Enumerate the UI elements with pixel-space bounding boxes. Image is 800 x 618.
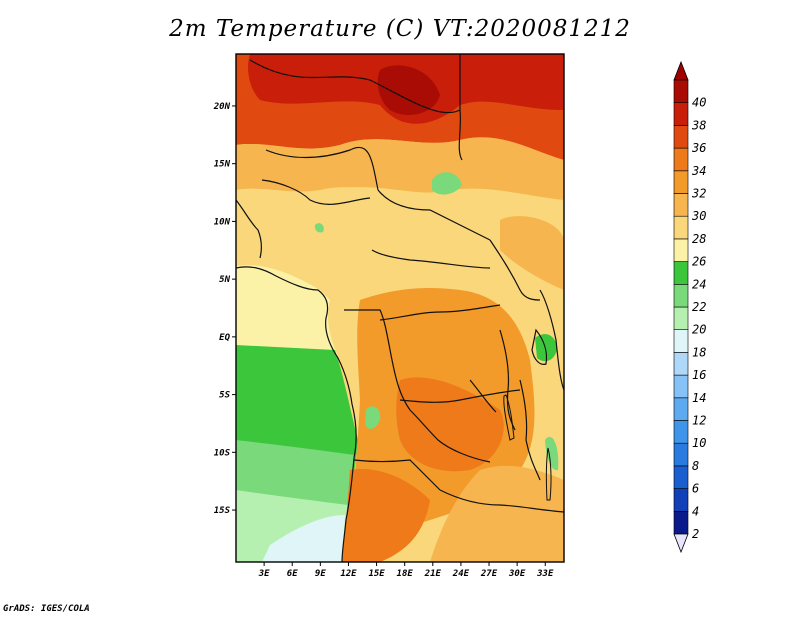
colorbar-swatch <box>673 283 689 308</box>
hot-zone-south-central <box>396 377 504 472</box>
warm-zone-southeast <box>430 465 564 562</box>
map-panel: 20N 15N 10N 5N EQ 5S 10S 15S 3E 6E 9E 12E 15E 18E 21E… <box>213 53 706 579</box>
lon-tick-label: 12E <box>340 569 357 579</box>
colorbar-label: 36 <box>691 141 706 155</box>
cool-patch-nigeria <box>314 223 324 233</box>
ocean-zone-benguela <box>262 515 345 562</box>
lat-tick-label: 15S <box>214 506 231 516</box>
colorbar-label: 16 <box>692 368 706 382</box>
colorbar-label: 12 <box>692 414 706 428</box>
colorbar-swatch <box>673 125 689 149</box>
lat-tick-label: EQ <box>219 333 230 343</box>
colorbar-swatch <box>673 261 689 285</box>
lake-malawi <box>545 447 552 501</box>
lon-tick-label: 24E <box>452 569 470 579</box>
coastline-borders <box>236 54 564 562</box>
colorbar-swatch <box>673 397 689 421</box>
colorbar-label: 6 <box>692 482 699 496</box>
lon-tick-label: 33E <box>536 569 554 579</box>
colorbar-swatch <box>673 329 689 353</box>
lon-tick-label: 18E <box>397 569 414 579</box>
lat-tick-label: 5N <box>219 275 230 285</box>
colorbar-label: 10 <box>692 436 706 450</box>
colorbar-label: 18 <box>692 345 706 359</box>
colorbar-label: 20 <box>692 323 706 337</box>
colorbar-label: 8 <box>692 459 699 473</box>
colorbar-top-arrow <box>673 60 689 81</box>
colorbar-label: 32 <box>691 187 706 201</box>
map-frame <box>235 53 565 563</box>
cool-patch-angola <box>365 406 381 429</box>
colorbar-swatch <box>673 488 689 512</box>
lat-tick-label: 5S <box>219 391 230 401</box>
colorbar-swatch <box>673 306 689 331</box>
colorbar-swatch <box>673 420 689 444</box>
cool-highlands-east <box>500 216 564 290</box>
hot-zone-angola <box>342 469 430 562</box>
lon-tick-label: 30E <box>508 569 526 579</box>
lon-tick-label: 27E <box>480 569 498 579</box>
colorbar-swatch <box>673 147 689 172</box>
colorbar-label: 40 <box>692 96 706 110</box>
colorbar-bottom-arrow <box>673 533 689 554</box>
colorbar-label: 28 <box>692 232 706 246</box>
latitude-axis: 20N 15N 10N 5N EQ 5S 10S 15S <box>213 102 236 516</box>
warm-band-sahel <box>236 137 564 200</box>
lat-tick-label: 10N <box>214 217 231 227</box>
hot-spot-north <box>377 65 440 115</box>
colorbar-swatch <box>673 465 689 489</box>
lon-tick-label: 3E <box>258 569 270 579</box>
lake-tanganyika <box>503 394 515 441</box>
lon-tick-label: 9E <box>315 569 326 579</box>
colorbar-swatch <box>673 215 689 240</box>
colorbar-label: 30 <box>691 209 706 223</box>
colorbar-swatch <box>673 170 689 194</box>
colorbar-label: 24 <box>692 277 706 291</box>
colorbar-swatch <box>673 442 689 467</box>
lat-tick-label: 10S <box>214 448 231 458</box>
colorbar-swatch <box>673 193 689 217</box>
colorbar-label: 22 <box>692 300 706 314</box>
colorbar-swatch <box>673 79 689 104</box>
colorbar-label: 38 <box>691 118 706 132</box>
colorbar-swatch <box>673 374 689 399</box>
cool-patch-uganda <box>535 334 557 362</box>
colorbar-label: 2 <box>692 527 699 541</box>
cool-patch-sudan <box>432 172 462 195</box>
colorbar-swatch <box>673 352 689 376</box>
lon-tick-label: 21E <box>424 569 442 579</box>
colorbar-swatch <box>673 102 689 126</box>
colorbar-swatch <box>673 238 689 262</box>
colorbar-label: 14 <box>692 391 706 405</box>
map-title: 2m Temperature (C) VT:2020081212 <box>169 16 631 42</box>
colorbar-swatch <box>673 510 689 535</box>
colorbar-label: 4 <box>692 504 699 518</box>
colorbar-label: 34 <box>691 164 706 178</box>
lon-tick-label: 6E <box>287 569 298 579</box>
lat-tick-label: 20N <box>213 102 231 112</box>
ocean-zone-gulf <box>236 265 340 360</box>
mild-zone-central <box>236 187 564 300</box>
credit-text: GrADS: IGES/COLA <box>3 604 90 614</box>
lat-tick-label: 15N <box>214 160 231 170</box>
lon-tick-label: 15E <box>368 569 385 579</box>
colorbar-label: 26 <box>692 255 706 269</box>
cool-patch-rift <box>545 436 559 471</box>
longitude-axis: 3E 6E 9E 12E 15E 18E 21E 24E 27E 30E 33E <box>258 562 554 579</box>
